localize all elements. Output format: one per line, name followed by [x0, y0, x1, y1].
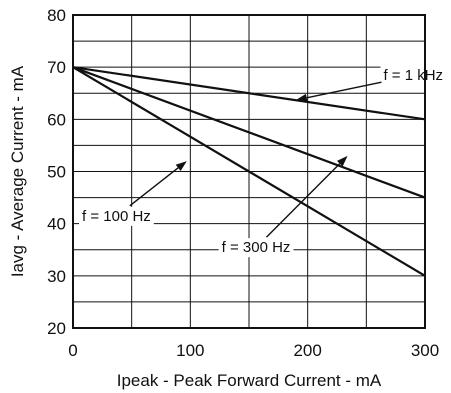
x-axis-label: Ipeak - Peak Forward Current - mA: [117, 371, 382, 390]
plot-frame: [72, 14, 426, 329]
x-tick-label: 0: [68, 341, 77, 360]
series-line-1: [72, 66, 426, 199]
y-tick-label: 80: [47, 6, 66, 25]
y-tick-label: 40: [47, 215, 66, 234]
y-tick-label: 20: [47, 319, 66, 338]
annotation-arrow-shaft: [266, 163, 341, 238]
annotation-arrow-shaft: [306, 81, 382, 99]
series-group: [72, 66, 426, 277]
y-tick-label: 50: [47, 163, 66, 182]
annotation-label-bg: [380, 65, 447, 85]
annotation-arrow-head: [336, 155, 348, 167]
annotation-label-bg: [79, 206, 154, 226]
annotation-arrow-shaft: [129, 167, 179, 207]
annotation-label-bg: [218, 238, 294, 258]
series-line-0: [72, 66, 426, 121]
tick-labels: 0 100 200 300 20 30 40 50 60 70 80: [47, 6, 439, 360]
y-tick-label: 60: [47, 110, 66, 129]
annotation-2: f = 300 Hz: [218, 155, 348, 258]
annotation-label: f = 300 Hz: [222, 239, 291, 256]
x-tick-label: 100: [176, 341, 204, 360]
series-line-2: [72, 66, 426, 277]
annotations: f = 1 kHz f = 100 Hz f = 300 Hz: [79, 65, 447, 258]
y-axis-label: Iavg - Average Current - mA: [8, 65, 27, 277]
annotation-label: f = 1 kHz: [383, 67, 443, 84]
annotation-label: f = 100 Hz: [82, 208, 151, 225]
annotation-arrow-head: [295, 93, 308, 102]
annotation-arrow-head: [175, 161, 187, 172]
x-tick-label: 300: [411, 341, 439, 360]
y-tick-label: 70: [47, 58, 66, 77]
annotation-0: f = 1 kHz: [295, 65, 447, 102]
x-tick-label: 200: [293, 341, 321, 360]
annotation-1: f = 100 Hz: [79, 161, 187, 226]
y-tick-label: 30: [47, 267, 66, 286]
